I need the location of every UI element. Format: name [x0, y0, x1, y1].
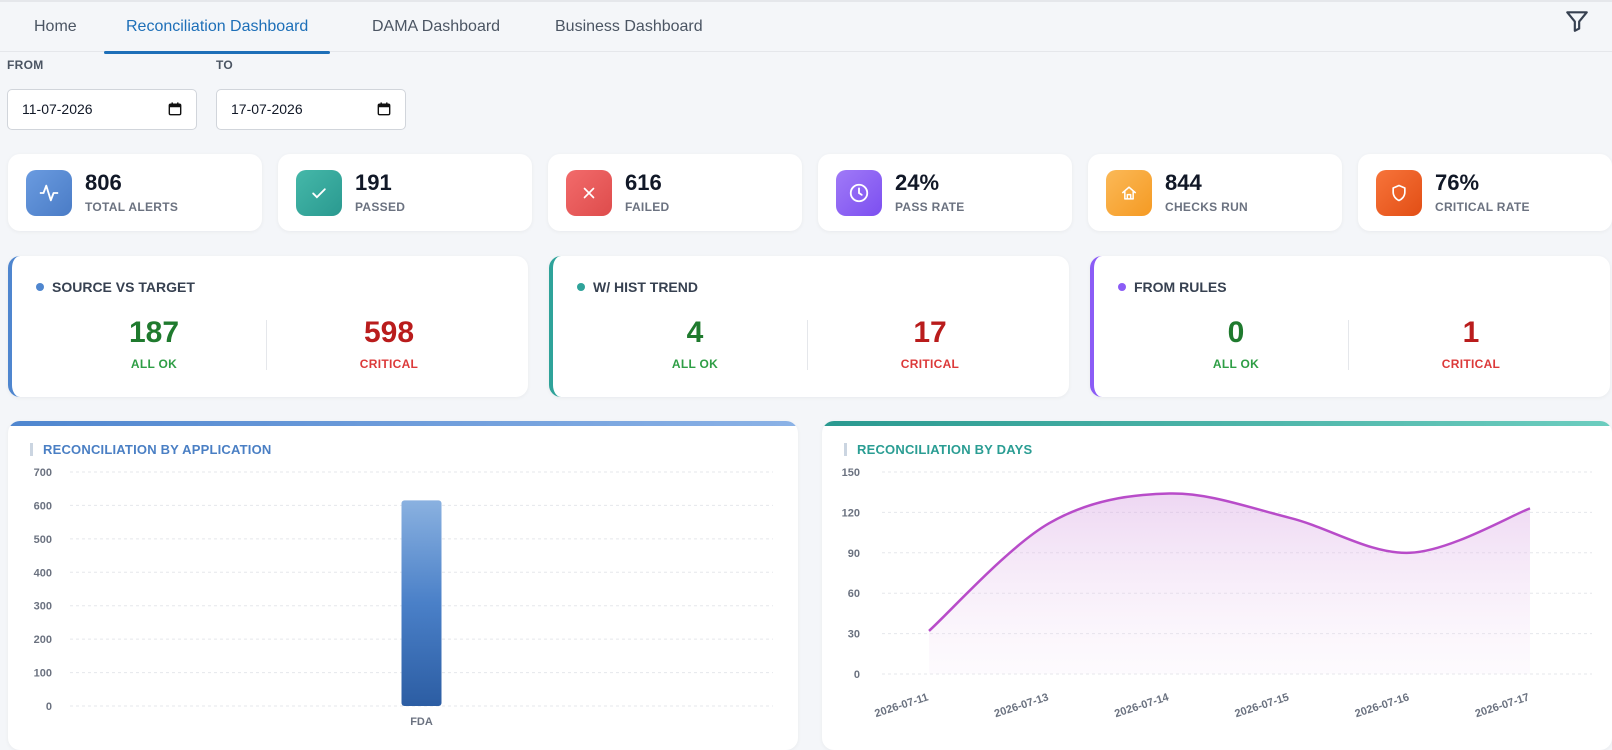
stat-card-passed: 191 PASSED: [278, 154, 532, 231]
accent-bar: [822, 421, 1612, 426]
critical-value: 598: [363, 316, 415, 349]
y-tick-label: 0: [854, 669, 860, 681]
y-tick-label: 100: [34, 668, 52, 680]
critical-value: 1: [1462, 316, 1480, 349]
stat-value: 191: [355, 170, 392, 195]
chart-card-by-days: RECONCILIATION BY DAYS 0 30 60 90 120 150 2026…: [822, 421, 1612, 750]
stat-card-total-alerts: 806 TOTAL ALERTS: [8, 154, 262, 231]
to-label: TO: [216, 58, 234, 72]
x-tick-label: 2026-07-11: [873, 691, 930, 720]
stat-label: CRITICAL RATE: [1435, 200, 1530, 214]
accent-bar: [8, 421, 798, 426]
critical-label: CRITICAL: [359, 357, 419, 371]
filter-icon[interactable]: [1564, 8, 1590, 34]
to-date-value: 17-07-2026: [231, 101, 303, 117]
stat-value: 616: [625, 170, 662, 195]
stat-card-failed: 616 FAILED: [548, 154, 802, 231]
divider: [807, 320, 808, 370]
ok-label: ALL OK: [130, 357, 178, 371]
summary-card-source-vs-target: SOURCE VS TARGET 187 ALL OK 598 CRITICAL: [8, 256, 528, 397]
stat-label: TOTAL ALERTS: [85, 200, 179, 214]
ok-label: ALL OK: [671, 357, 719, 371]
x-tick-label: 2026-07-15: [1233, 691, 1290, 720]
y-tick-label: 500: [34, 534, 52, 546]
y-tick-label: 30: [848, 629, 860, 641]
divider: [1348, 320, 1349, 370]
stat-card-pass-rate: 24% PASS RATE: [818, 154, 1072, 231]
tab-reconciliation-dashboard[interactable]: Reconciliation Dashboard: [104, 2, 331, 54]
ok-value: 187: [128, 316, 180, 349]
check-icon: [296, 170, 342, 216]
tab-business-dashboard[interactable]: Business Dashboard: [555, 18, 703, 35]
ok-label: ALL OK: [1212, 357, 1260, 371]
summary-card-from-rules: FROM RULES 0 ALL OK 1 CRITICAL: [1090, 256, 1610, 397]
y-tick-label: 120: [842, 507, 860, 519]
y-tick-label: 700: [34, 467, 52, 479]
chart-title: RECONCILIATION BY APPLICATION: [30, 443, 272, 456]
bar: [401, 500, 442, 706]
stat-value: 844: [1165, 170, 1202, 195]
area-fill: [929, 493, 1530, 674]
stat-value: 806: [85, 170, 122, 195]
x-tick-label: 2026-07-17: [1474, 691, 1531, 720]
series-line: [928, 492, 1531, 632]
x-tick-label: 2026-07-14: [1113, 691, 1171, 720]
calendar-icon[interactable]: [377, 102, 391, 116]
area-chart: 0 30 60 90 120 150 2026-07-11 2026-07-13 2026-07…: [842, 467, 1592, 720]
stat-value: 76%: [1435, 170, 1480, 195]
summary-title: FROM RULES: [1134, 279, 1227, 295]
shield-icon: [1376, 170, 1422, 216]
summary-title: SOURCE VS TARGET: [52, 279, 195, 295]
close-icon: [566, 170, 612, 216]
stat-card-checks-run: 844 CHECKS RUN: [1088, 154, 1342, 231]
from-date-input[interactable]: 11-07-2026: [7, 89, 197, 130]
bar-chart: 0 100 200 300 400 500 600 700 FDA: [34, 467, 773, 728]
chart-title: RECONCILIATION BY DAYS: [844, 443, 1032, 456]
stat-label: PASS RATE: [895, 200, 965, 214]
divider: [266, 320, 267, 370]
summary-title: W/ HIST TREND: [593, 279, 698, 295]
y-tick-label: 60: [848, 588, 860, 600]
from-date-value: 11-07-2026: [22, 101, 93, 117]
series-dot: [1118, 283, 1126, 291]
y-tick-label: 400: [34, 567, 52, 579]
series-dot: [36, 283, 44, 291]
stat-label: FAILED: [625, 200, 670, 214]
stat-card-critical-rate: 76% CRITICAL RATE: [1358, 154, 1612, 231]
to-date-input[interactable]: 17-07-2026: [216, 89, 406, 130]
critical-label: CRITICAL: [1441, 357, 1501, 371]
critical-label: CRITICAL: [900, 357, 960, 371]
tab-bar: Home Reconciliation Dashboard DAMA Dashb…: [0, 0, 1612, 54]
tab-dama-dashboard[interactable]: DAMA Dashboard: [372, 18, 501, 35]
stat-label: PASSED: [355, 200, 406, 214]
y-tick-label: 150: [842, 467, 860, 479]
y-tick-label: 0: [46, 701, 52, 713]
x-tick-label: 2026-07-16: [1353, 691, 1410, 720]
x-tick-label: 2026-07-13: [993, 691, 1050, 720]
clock-icon: [836, 170, 882, 216]
y-tick-label: 300: [34, 601, 52, 613]
y-tick-label: 600: [34, 500, 52, 512]
calendar-icon[interactable]: [168, 102, 182, 116]
tab-home[interactable]: Home: [34, 18, 77, 35]
stat-value: 24%: [895, 170, 940, 195]
activity-icon: [26, 170, 72, 216]
summary-card-hist-trend: W/ HIST TREND 4 ALL OK 17 CRITICAL: [549, 256, 1069, 397]
ok-value: 4: [686, 316, 704, 349]
y-tick-label: 200: [34, 634, 52, 646]
chart-card-by-application: RECONCILIATION BY APPLICATION 0 100 200 300…: [8, 421, 798, 750]
ok-value: 0: [1227, 316, 1245, 349]
series-dot: [577, 283, 585, 291]
stat-label: CHECKS RUN: [1165, 200, 1249, 214]
home-icon: [1106, 170, 1152, 216]
x-tick-label: FDA: [410, 716, 433, 728]
from-label: FROM: [7, 58, 44, 72]
y-tick-label: 90: [848, 548, 860, 560]
critical-value: 17: [913, 316, 947, 349]
